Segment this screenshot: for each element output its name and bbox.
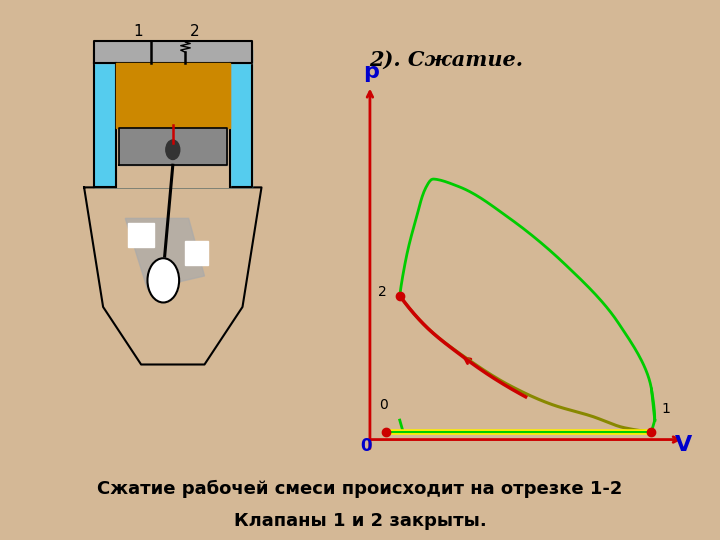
Text: Клапаны 1 и 2 закрыты.: Клапаны 1 и 2 закрыты. xyxy=(233,512,487,530)
Polygon shape xyxy=(84,187,261,364)
Polygon shape xyxy=(125,218,204,289)
Text: 1: 1 xyxy=(662,402,670,416)
Polygon shape xyxy=(128,223,154,247)
Text: 0: 0 xyxy=(379,399,387,413)
Text: V: V xyxy=(675,435,692,455)
Text: 2: 2 xyxy=(190,24,199,39)
Polygon shape xyxy=(116,63,230,187)
Circle shape xyxy=(148,258,179,302)
Text: 0: 0 xyxy=(360,437,372,455)
Polygon shape xyxy=(116,63,230,127)
Circle shape xyxy=(166,140,180,159)
Text: p: p xyxy=(364,62,379,82)
Polygon shape xyxy=(94,41,252,63)
Polygon shape xyxy=(186,240,207,265)
Polygon shape xyxy=(94,50,252,187)
Text: 1: 1 xyxy=(133,24,143,39)
Polygon shape xyxy=(119,127,227,165)
Text: 2: 2 xyxy=(378,285,387,299)
Text: 2). Сжатие.: 2). Сжатие. xyxy=(369,49,523,70)
Text: Сжатие рабочей смеси происходит на отрезке 1-2: Сжатие рабочей смеси происходит на отрез… xyxy=(97,480,623,498)
